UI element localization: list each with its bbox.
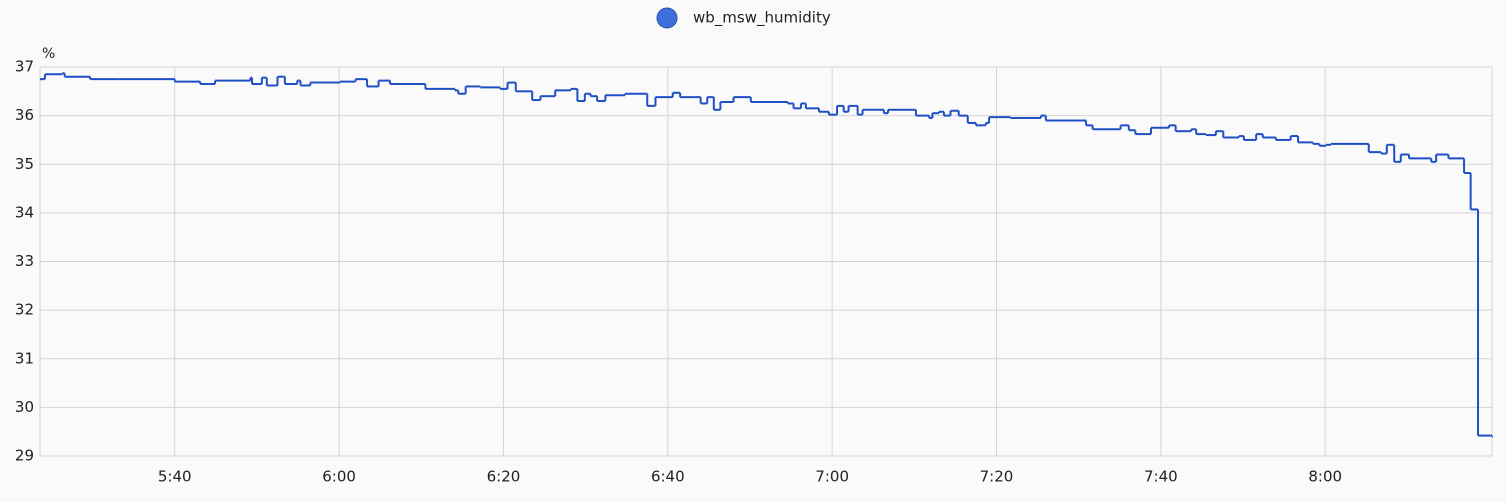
x-tick-label: 7:40 <box>1144 468 1178 486</box>
legend-marker <box>656 7 678 29</box>
x-tick-label: 7:20 <box>980 468 1014 486</box>
x-tick-label: 8:00 <box>1308 468 1342 486</box>
y-tick-label: 31 <box>15 349 34 367</box>
x-tick-label: 5:40 <box>158 468 192 486</box>
x-tick-label: 7:00 <box>815 468 849 486</box>
y-tick-label: 29 <box>15 447 34 465</box>
y-tick-label: 36 <box>15 106 34 124</box>
x-tick-label: 6:40 <box>651 468 685 486</box>
y-tick-label: 37 <box>15 58 34 76</box>
y-unit: % <box>42 46 55 62</box>
x-tick-label: 6:00 <box>322 468 356 486</box>
series-line <box>40 72 1493 438</box>
y-tick-label: 34 <box>15 203 34 221</box>
x-tick-label: 6:20 <box>487 468 521 486</box>
y-tick-label: 33 <box>15 252 34 270</box>
y-tick-label: 32 <box>15 301 34 319</box>
legend-label: wb_msw_humidity <box>693 9 831 28</box>
y-tick-label: 35 <box>15 155 34 173</box>
plot-frame <box>39 66 1493 457</box>
y-tick-label: 30 <box>15 398 34 416</box>
